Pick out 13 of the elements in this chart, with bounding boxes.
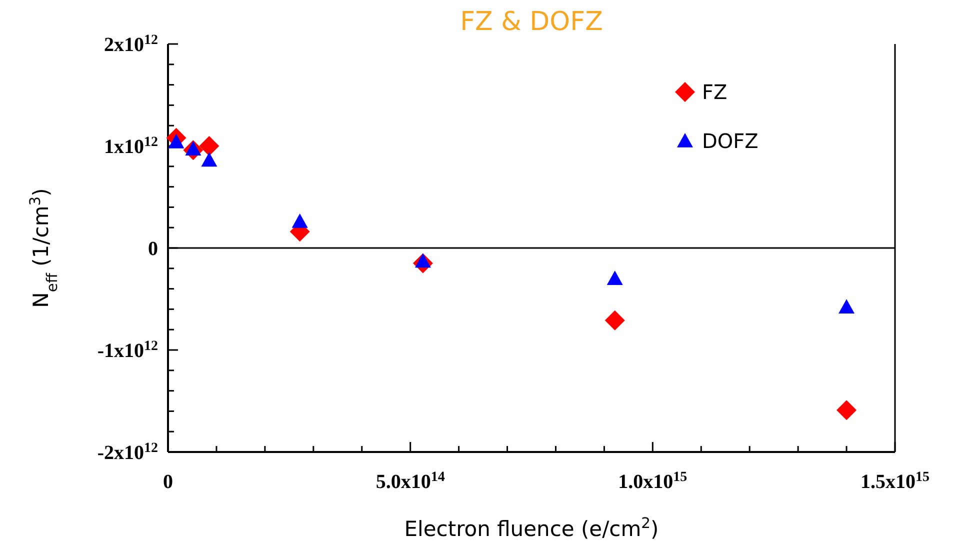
x-tick-label: 1.0x10$^{15}$: [618, 470, 688, 493]
legend-label: FZ: [702, 80, 728, 104]
chart-title: FZ & DOFZ: [460, 7, 603, 37]
x-axis-title: Electron fluence (e/cm$^{2}$): [404, 514, 659, 541]
x-tick-label: 1.5x10$^{15}$: [860, 470, 930, 493]
y-tick-label: -2x10$^{12}$: [97, 440, 158, 464]
legend-label: DOFZ: [702, 129, 758, 153]
y-tick-label: 1x10$^{12}$: [104, 134, 158, 158]
x-tick-label: 5.0x10$^{14}$: [376, 470, 445, 493]
y-tick-label: 0: [148, 238, 158, 260]
x-tick-label: 0: [163, 471, 173, 493]
y-tick-label: 2x10$^{12}$: [104, 32, 158, 56]
y-tick-label: -1x10$^{12}$: [97, 338, 158, 362]
